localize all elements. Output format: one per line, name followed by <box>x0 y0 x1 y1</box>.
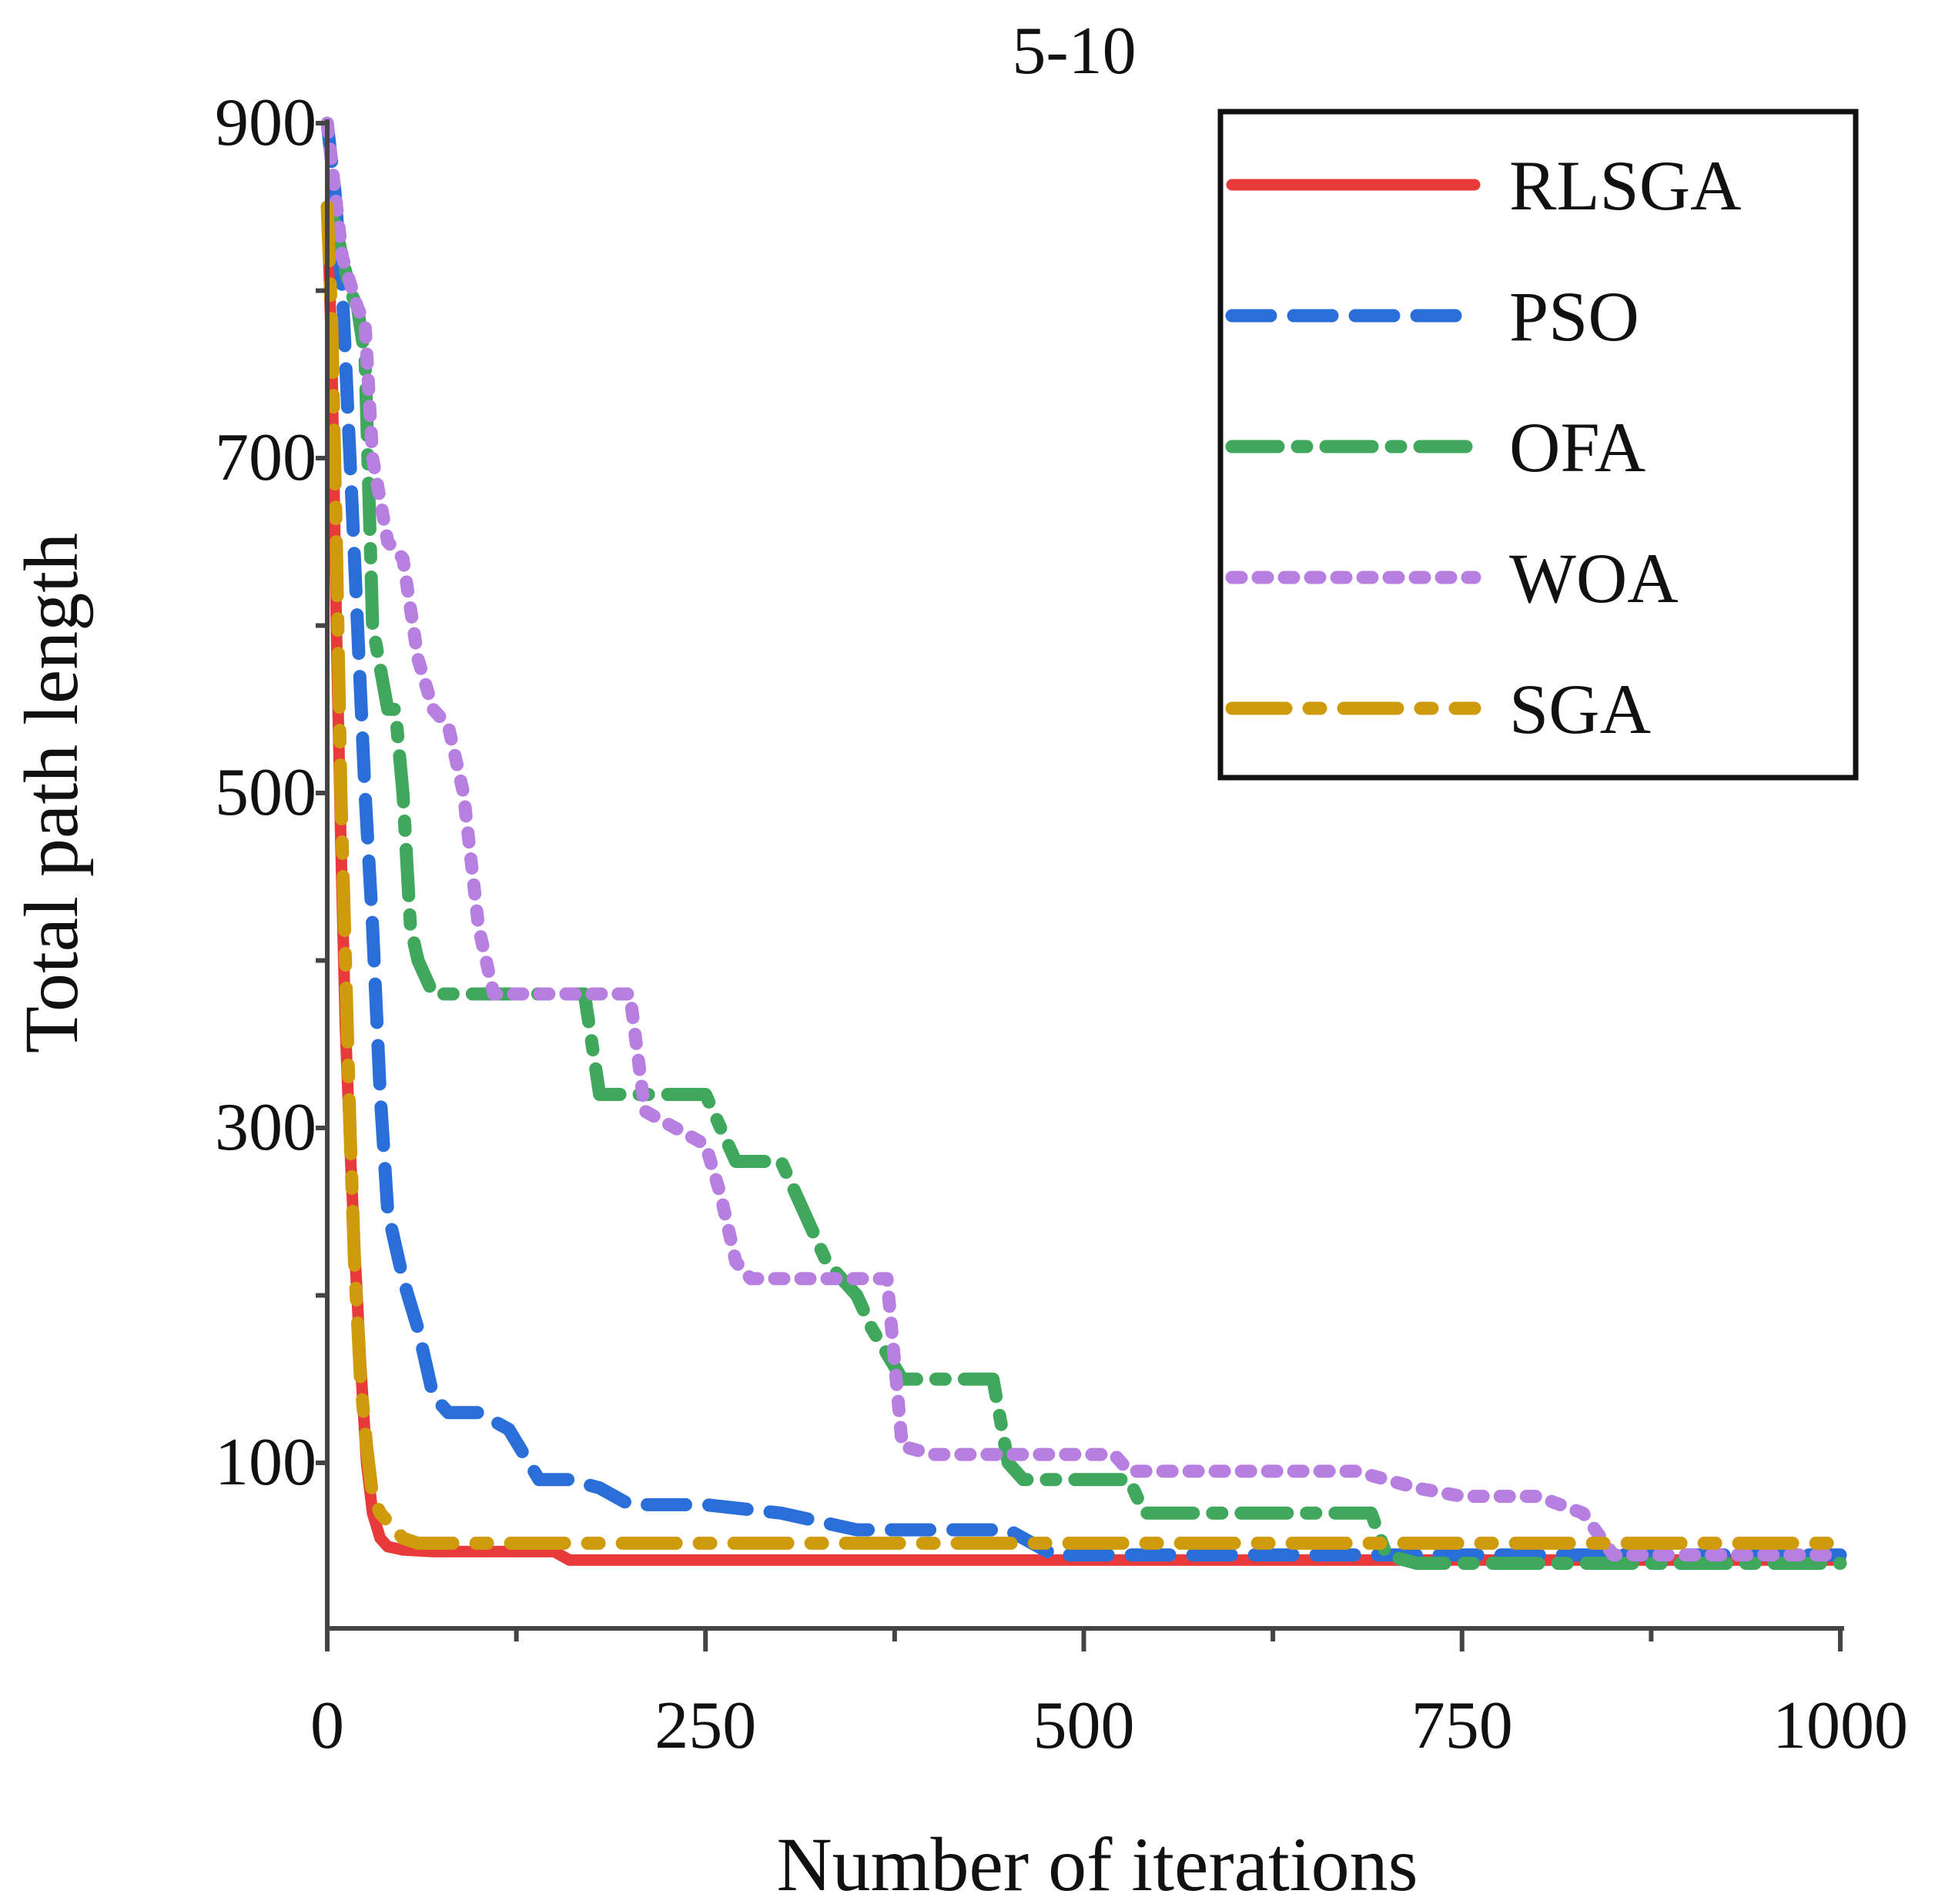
series-line-woa <box>320 116 1847 1562</box>
chart-title: 5-10 <box>1012 14 1136 89</box>
x-ticks: 0 250 500 750 1000 <box>310 1628 1908 1763</box>
x-tick-label: 750 <box>1411 1688 1513 1763</box>
y-tick-label: 300 <box>215 1090 316 1165</box>
y-axis-label: Total path length <box>8 533 94 1053</box>
x-tick-label: 0 <box>310 1688 344 1763</box>
x-tick-label: 1000 <box>1773 1688 1908 1763</box>
x-tick-label: 500 <box>1033 1688 1135 1763</box>
axes: 100 300 500 700 900 0 250 500 750 1000 <box>215 85 1908 1763</box>
y-tick-label: 700 <box>215 420 316 495</box>
x-axis-label: Number of iterations <box>776 1822 1418 1904</box>
legend-label-pso: PSO <box>1509 277 1639 356</box>
series-line-sga <box>320 200 1847 1550</box>
legend-label-sga: SGA <box>1509 670 1651 748</box>
y-tick-label: 100 <box>215 1425 316 1500</box>
plot-lines <box>320 116 1847 1570</box>
legend-label-woa: WOA <box>1509 539 1679 617</box>
x-tick-label: 250 <box>654 1688 756 1763</box>
y-ticks: 100 300 500 700 900 <box>215 85 327 1500</box>
legend: RLSGA PSO OFA WOA SGA <box>1217 109 1859 781</box>
series-line-ofa <box>320 200 1847 1570</box>
series-line-pso <box>320 116 1847 1562</box>
legend-label-rlsga: RLSGA <box>1509 146 1742 225</box>
legend-label-ofa: OFA <box>1509 408 1645 487</box>
y-tick-label: 900 <box>215 85 316 160</box>
y-tick-label: 500 <box>215 755 316 830</box>
